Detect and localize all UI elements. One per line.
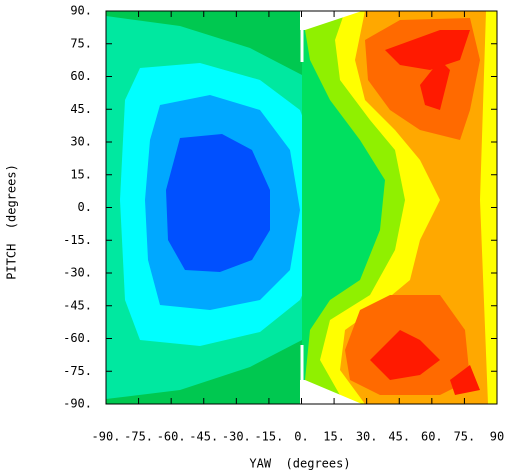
contour-region (385, 30, 470, 70)
y-tick-label: 0. (78, 200, 92, 214)
y-axis-label: PITCH (degrees) (5, 164, 19, 280)
x-tick-label: -75. (124, 430, 153, 444)
y-tick-label: -15. (63, 233, 92, 247)
contour-region (106, 340, 302, 404)
y-tick-label: 15. (70, 167, 92, 181)
x-tick-label: -30. (222, 430, 251, 444)
y-tick-label: 90. (70, 4, 92, 18)
contour-region (450, 365, 480, 395)
x-tick-label: 45. (388, 430, 410, 444)
blank-region (300, 380, 362, 404)
y-tick-label: -90. (63, 397, 92, 411)
x-tick-label: -45. (189, 430, 218, 444)
x-tick-label: -15. (254, 430, 283, 444)
y-tick-label: -30. (63, 266, 92, 280)
x-tick-label: 90 (490, 430, 504, 444)
contour-region (106, 11, 302, 75)
y-tick-label: 30. (70, 135, 92, 149)
y-tick-label: -60. (63, 331, 92, 345)
contour-region (370, 330, 440, 380)
blank-region (300, 11, 362, 30)
x-tick-label: 15. (323, 430, 345, 444)
x-tick-label: -60. (157, 430, 186, 444)
y-tick-label: -75. (63, 364, 92, 378)
y-tick-label: 75. (70, 36, 92, 50)
x-tick-label: 75. (454, 430, 476, 444)
blank-region (300, 345, 304, 381)
y-tick-label: 60. (70, 69, 92, 83)
x-tick-label: 30. (356, 430, 378, 444)
y-tick-label: -45. (63, 298, 92, 312)
y-tick-label: 45. (70, 102, 92, 116)
x-tick-label: 60. (421, 430, 443, 444)
blank-region (300, 30, 304, 62)
contour-field (106, 11, 497, 404)
x-tick-label: 0. (294, 430, 308, 444)
contour-region (420, 60, 450, 110)
contour-region (166, 134, 270, 272)
x-tick-label: -90. (92, 430, 121, 444)
x-axis-label: YAW (degrees) (249, 457, 350, 471)
